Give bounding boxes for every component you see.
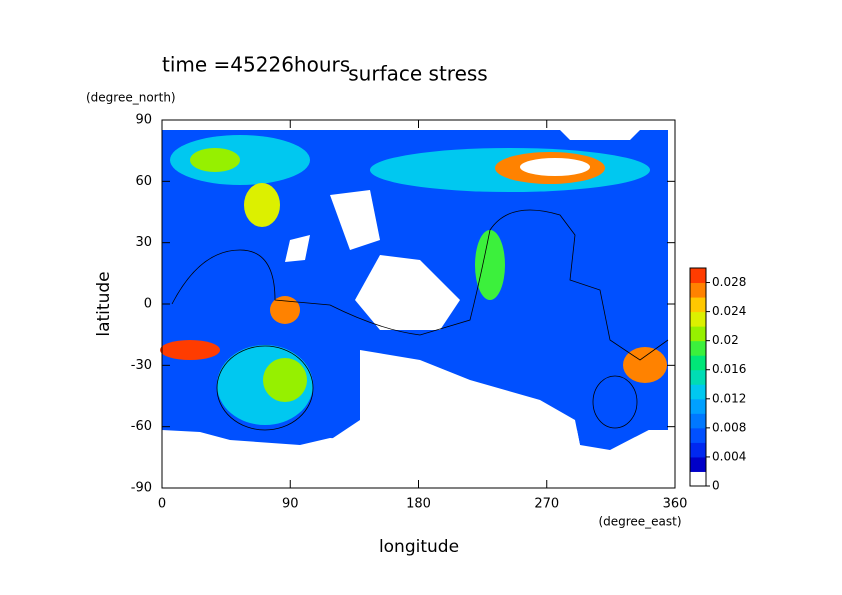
x-units: (degree_east) <box>598 515 681 529</box>
colorbar-band <box>690 384 706 400</box>
colorbar-band <box>690 442 706 458</box>
y-tick-label: -30 <box>131 358 152 373</box>
colorbar-band <box>690 471 706 487</box>
colorbar-band <box>690 369 706 385</box>
x-tick-label: 360 <box>663 497 688 512</box>
colorbar-band <box>690 398 706 414</box>
coastline <box>171 209 669 361</box>
colorbar-band <box>690 456 706 472</box>
field-blob <box>520 158 590 176</box>
field-gap <box>330 190 380 250</box>
colorbar-tick-label: 0.012 <box>712 391 746 405</box>
field-blob <box>270 296 300 324</box>
colorbar-band <box>690 413 706 429</box>
field <box>160 130 669 486</box>
colorbar-tick-label: 0.028 <box>712 275 746 289</box>
colorbar-band <box>690 282 706 298</box>
y-tick-label: 60 <box>135 174 152 189</box>
colorbar-band <box>690 311 706 327</box>
field-blob <box>263 358 307 402</box>
coastline <box>592 375 638 429</box>
colorbar-tick-label: 0.02 <box>712 333 739 347</box>
colorbar-tick-label: 0.004 <box>712 449 746 463</box>
field-blob <box>160 340 220 360</box>
y-axis-label: latitude <box>94 271 114 336</box>
colorbar-band <box>690 427 706 443</box>
x-tick-label: 270 <box>534 497 559 512</box>
y-tick-label: -90 <box>131 481 152 496</box>
x-axis-label: longitude <box>379 537 459 557</box>
colorbar-tick-label: 0.024 <box>712 304 746 318</box>
colorbar-tick-label: 0.008 <box>712 420 746 434</box>
chart-title: surface stress <box>348 62 487 86</box>
x-tick-label: 0 <box>158 497 166 512</box>
colorbar-band <box>690 268 706 284</box>
x-tick-label: 90 <box>282 497 299 512</box>
colorbar-frame <box>689 267 707 487</box>
colorbar-band <box>690 326 706 342</box>
field-blob <box>244 183 280 227</box>
y-tick-label: 30 <box>135 235 152 250</box>
y-units: (degree_north) <box>86 91 176 105</box>
time-label: time =45226hours <box>162 53 350 77</box>
y-tick-label: -60 <box>131 419 152 434</box>
coastline <box>216 345 314 431</box>
y-tick-label: 0 <box>144 297 152 312</box>
field-blob <box>190 148 240 172</box>
colorbar-tick-label: 0.016 <box>712 362 746 376</box>
x-tick-label: 180 <box>406 497 431 512</box>
field-blob <box>623 347 667 383</box>
field-gap <box>355 255 460 330</box>
field-gap <box>560 130 640 140</box>
colorbar-tick-label: 0 <box>712 479 720 493</box>
field-blob <box>475 230 505 300</box>
colorbar-band <box>690 355 706 371</box>
field-gap <box>285 235 310 262</box>
colorbar-band <box>690 297 706 313</box>
y-tick-label: 90 <box>135 113 152 128</box>
colorbar-band <box>690 340 706 356</box>
field-gap <box>162 350 668 486</box>
